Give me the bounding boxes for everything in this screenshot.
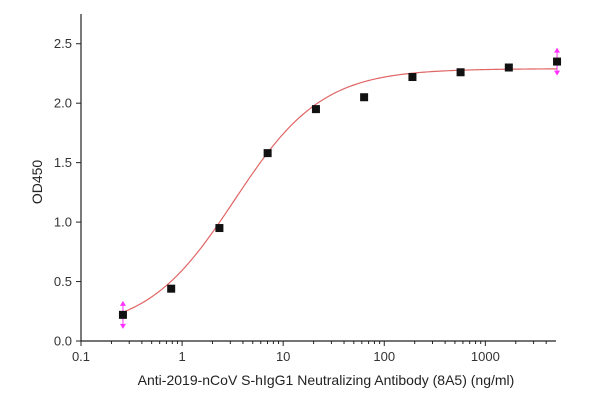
error-bar-cap-top xyxy=(554,47,561,53)
data-point xyxy=(215,224,224,233)
y-tick-label: 0.5 xyxy=(54,274,72,289)
data-points xyxy=(118,57,562,319)
y-tick-label: 2.5 xyxy=(54,36,72,51)
data-point xyxy=(311,105,320,114)
y-tick-label: 1.5 xyxy=(54,155,72,170)
y-tick-label: 0.0 xyxy=(54,334,72,349)
error-bar-cap-top xyxy=(119,300,126,306)
data-point xyxy=(263,149,272,158)
x-ticks: 0.1 1 10 100 1000 xyxy=(72,341,547,364)
y-tick-label: 2.0 xyxy=(54,96,72,111)
error-bar-cap-bottom xyxy=(119,323,126,329)
plot-area: 0.0 0.5 1.0 1.5 2.0 2.5 0.1 1 10 100 1000 xyxy=(54,14,562,364)
error-bar-cap-bottom xyxy=(554,70,561,76)
y-axis-title: OD450 xyxy=(29,160,45,205)
fit-curve xyxy=(122,68,558,313)
data-point xyxy=(118,310,127,319)
data-point xyxy=(553,57,562,66)
data-point xyxy=(408,73,417,82)
y-tick-label: 1.0 xyxy=(54,215,72,230)
data-point xyxy=(504,63,513,72)
x-tick-label: 1 xyxy=(178,349,185,364)
x-tick-label: 100 xyxy=(373,349,395,364)
x-axis-title: Anti-2019-nCoV S-hIgG1 Neutralizing Anti… xyxy=(138,372,515,388)
x-tick-label: 1000 xyxy=(471,349,500,364)
data-point xyxy=(360,93,369,102)
x-tick-label: 0.1 xyxy=(72,349,90,364)
data-point xyxy=(167,284,176,293)
data-point xyxy=(456,68,465,77)
y-ticks: 0.0 0.5 1.0 1.5 2.0 2.5 xyxy=(54,36,81,349)
x-tick-label: 10 xyxy=(276,349,290,364)
error-bars xyxy=(119,47,561,329)
